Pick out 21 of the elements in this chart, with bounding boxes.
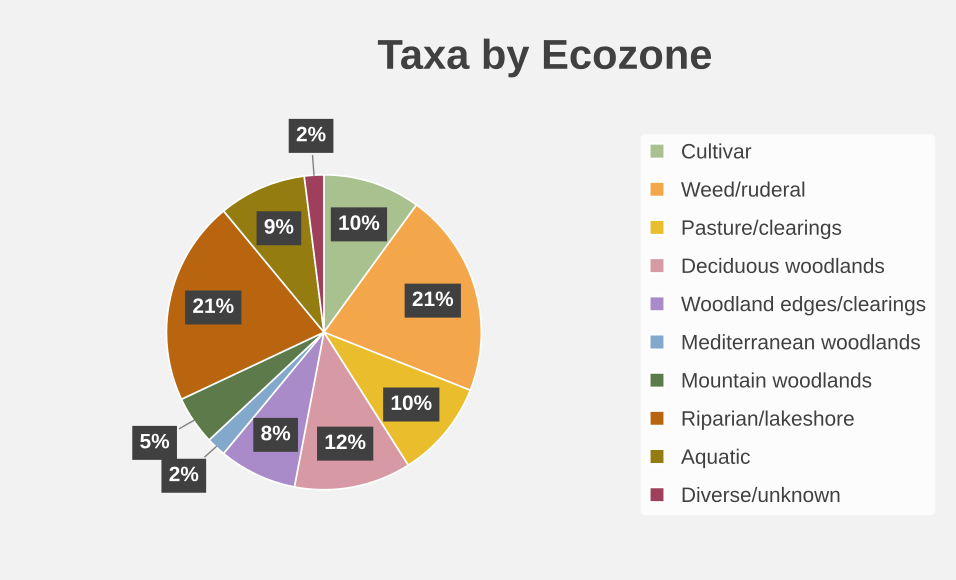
data-label: 5%: [140, 434, 170, 448]
data-label: 10%: [392, 395, 432, 410]
legend-label: Aquatic: [681, 448, 750, 468]
legend-label: Woodland edges/clearings: [681, 296, 926, 316]
legend-label: Riparian/lakeshore: [682, 410, 854, 430]
data-label: 21%: [412, 291, 454, 306]
chart-title: Taxa by Ecozone: [378, 38, 712, 78]
data-label: 9%: [264, 219, 294, 234]
legend-label: Cultivar: [682, 143, 752, 159]
legend-label: Weed/ruderal: [681, 181, 804, 197]
data-label: 2%: [169, 466, 198, 482]
legend-label: Deciduous woodlands: [682, 258, 884, 274]
data-label: 2%: [296, 126, 326, 142]
data-label: 8%: [261, 426, 290, 440]
legend-label: Pasture/clearings: [682, 220, 842, 240]
data-label: 10%: [339, 215, 380, 230]
data-label: 12%: [326, 434, 366, 450]
data-label: 21%: [193, 298, 234, 314]
legend-label: Mountain woodlands: [682, 372, 872, 388]
legend-label: Mediterranean woodlands: [682, 334, 920, 350]
legend-label: Diverse/unknown: [682, 486, 840, 502]
